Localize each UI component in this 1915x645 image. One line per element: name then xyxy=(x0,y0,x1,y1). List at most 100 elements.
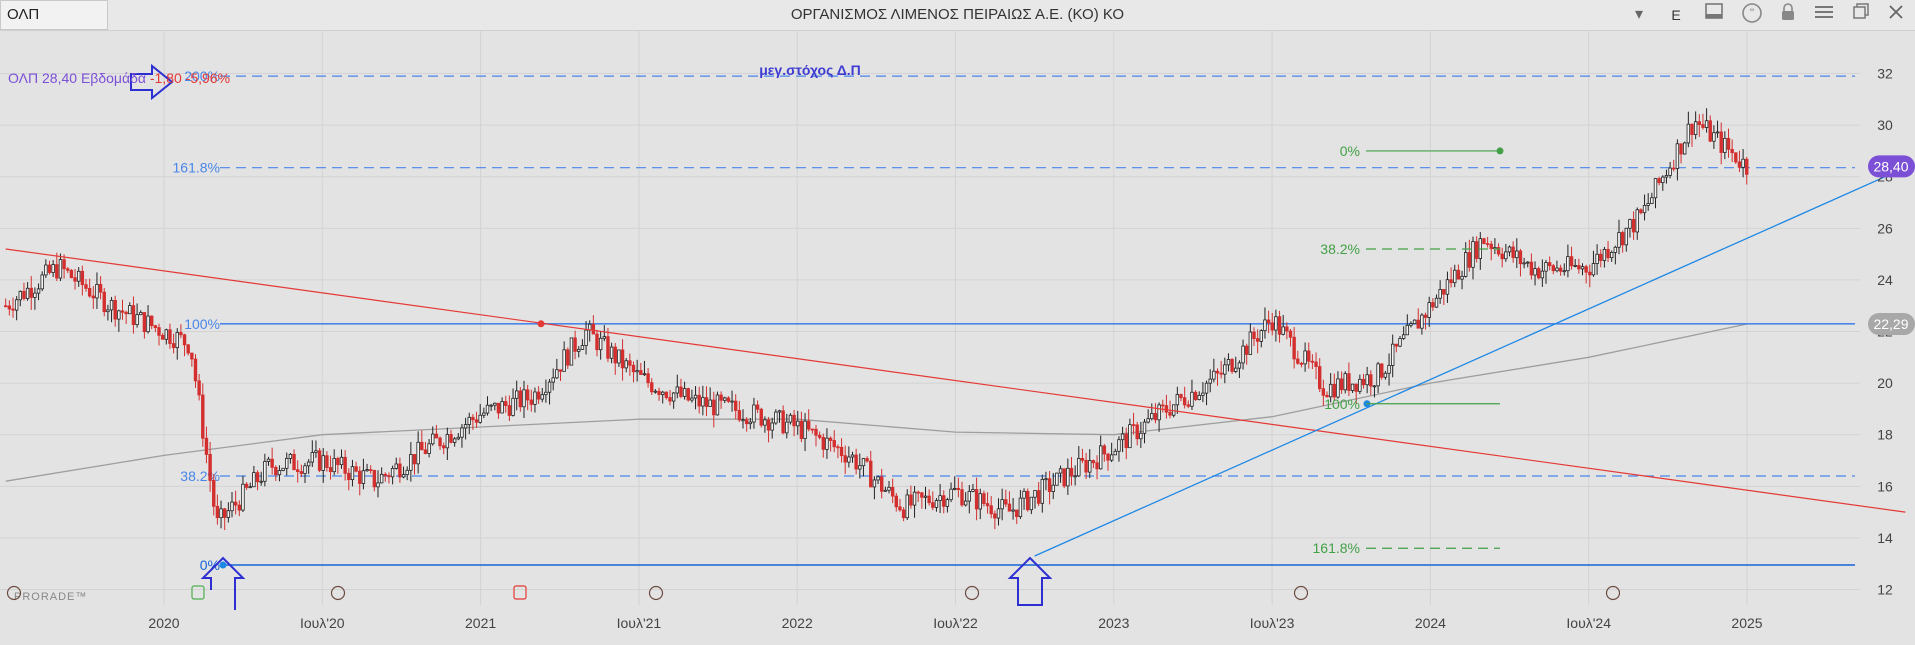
candle-up xyxy=(515,390,519,399)
candle-down xyxy=(1599,253,1603,261)
dividend-icon xyxy=(1605,585,1621,601)
candle-down xyxy=(1277,316,1282,335)
candle-down xyxy=(606,336,610,359)
candle-up xyxy=(770,422,774,431)
candle-up xyxy=(1204,382,1209,394)
candle-up xyxy=(1715,131,1720,134)
candle-down xyxy=(993,513,997,519)
candle-up xyxy=(463,424,468,429)
candle-up xyxy=(701,397,705,407)
candle-down xyxy=(1153,413,1158,421)
chart-canvas[interactable]: 200%161.8%100%38.2%0% 0%38.2%100%161.8% … xyxy=(0,30,1915,640)
candle-up xyxy=(741,419,745,422)
candle-down xyxy=(197,380,201,396)
candle-up xyxy=(1595,253,1599,264)
candle-down xyxy=(474,419,479,423)
info-symbol: ΟΛΠ xyxy=(8,70,39,86)
candle-down xyxy=(679,386,683,397)
close-icon[interactable] xyxy=(1882,3,1910,27)
candle-up xyxy=(1358,378,1362,392)
candle-down xyxy=(1482,238,1486,244)
x-tick-label: 2021 xyxy=(465,615,496,631)
candle-down xyxy=(894,495,898,508)
currency-button[interactable]: E xyxy=(1671,7,1681,23)
candle-down xyxy=(504,401,508,406)
candle-down xyxy=(1318,366,1322,390)
candle-up xyxy=(285,457,289,469)
candle-up xyxy=(1237,362,1242,369)
y-tick-label: 18 xyxy=(1877,427,1893,443)
candle-down xyxy=(1252,331,1256,339)
candle-down xyxy=(620,349,625,369)
candle-down xyxy=(201,394,205,439)
symbol-input[interactable]: ΟΛΠ xyxy=(0,0,108,30)
candle-up xyxy=(953,487,957,490)
candle-up xyxy=(106,309,110,313)
lock-icon[interactable] xyxy=(1774,3,1802,27)
x-tick-label: 2025 xyxy=(1731,615,1762,631)
candle-down xyxy=(1332,383,1336,398)
candle-down xyxy=(1456,269,1461,280)
candle-down xyxy=(901,509,906,519)
candle-down xyxy=(124,311,128,315)
dividend-icon xyxy=(1293,585,1309,601)
candle-down xyxy=(87,287,92,297)
candle-up xyxy=(266,458,271,462)
price-chart[interactable]: 200% 161.8% 100% 38.2% 0% 0% 38.2% 100% 161.8% … xyxy=(0,30,1915,640)
dividend-icon xyxy=(6,585,22,601)
candle-up xyxy=(617,349,621,364)
candle-down xyxy=(927,495,931,504)
candle-up xyxy=(230,501,234,512)
candle-up xyxy=(1668,167,1672,176)
candle-down xyxy=(299,471,304,474)
candle-down xyxy=(1266,319,1271,324)
y-tick-label: 12 xyxy=(1877,582,1893,598)
candle-up xyxy=(1120,433,1125,441)
trendline-anchor xyxy=(537,320,545,328)
candle-down xyxy=(1310,360,1315,363)
restore-icon[interactable] xyxy=(1847,3,1875,27)
candle-up xyxy=(1460,276,1464,280)
candle-down xyxy=(1737,161,1742,168)
candle-up xyxy=(1540,270,1545,279)
candle-up xyxy=(642,373,647,376)
candle-up xyxy=(752,404,756,423)
y-tick-label: 30 xyxy=(1877,117,1893,133)
candle-down xyxy=(1230,359,1234,372)
candle-down xyxy=(113,299,117,320)
candle-up xyxy=(675,386,679,394)
candle-down xyxy=(160,334,165,340)
candle-down xyxy=(1131,424,1136,427)
candle-up xyxy=(401,474,406,478)
candle-up xyxy=(861,458,866,467)
chevron-down-icon[interactable]: ▾ xyxy=(1634,6,1644,23)
candle-up xyxy=(1241,345,1245,364)
candle-down xyxy=(244,483,249,488)
candle-up xyxy=(1226,359,1231,366)
candle-up xyxy=(394,463,398,469)
last-price-label: 28,40 xyxy=(1873,158,1908,174)
candle-down xyxy=(920,492,924,498)
candle-down xyxy=(153,325,158,328)
candle-up xyxy=(1617,232,1621,248)
quote-icon[interactable]: " xyxy=(1738,3,1766,27)
candle-down xyxy=(29,287,33,298)
candle-down xyxy=(1299,362,1304,365)
candle-up xyxy=(1642,205,1647,214)
candle-up xyxy=(708,399,712,407)
candle-up xyxy=(1073,475,1077,478)
candle-up xyxy=(671,392,676,402)
candle-down xyxy=(628,360,632,366)
candle-down xyxy=(821,437,825,450)
candle-down xyxy=(383,473,387,476)
candle-up xyxy=(1117,439,1121,452)
info-period: Εβδομάδα xyxy=(80,70,146,86)
candle-down xyxy=(566,349,570,366)
menu-icon[interactable] xyxy=(1810,3,1838,27)
candle-up xyxy=(547,381,552,393)
candle-down xyxy=(80,270,85,286)
layout-icon[interactable] xyxy=(1700,3,1728,27)
candle-down xyxy=(591,323,596,335)
candle-up xyxy=(117,310,121,320)
candle-up xyxy=(1405,324,1409,336)
